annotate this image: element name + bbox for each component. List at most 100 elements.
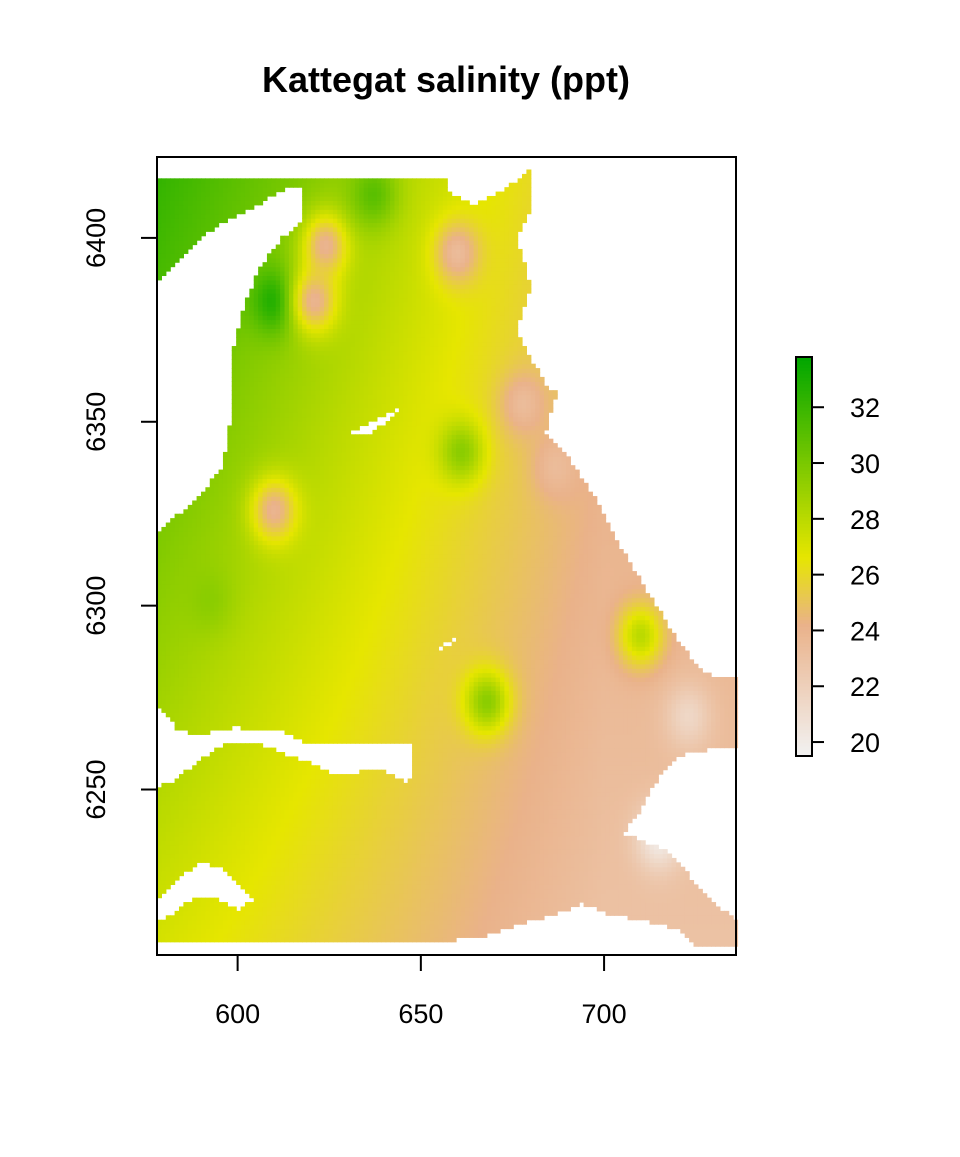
raster-cell	[702, 928, 708, 934]
raster-cell	[297, 765, 303, 771]
raster-cell	[543, 796, 549, 802]
raster-cell	[592, 884, 598, 890]
raster-cell	[552, 902, 558, 908]
raster-cell	[539, 774, 545, 780]
raster-cell	[596, 778, 602, 784]
raster-cell	[359, 893, 365, 899]
raster-cell	[310, 906, 316, 912]
raster-cell	[565, 760, 571, 766]
raster-cell	[636, 871, 642, 877]
raster-cell	[183, 906, 189, 912]
raster-cell	[491, 849, 497, 855]
raster-cell	[372, 919, 378, 925]
raster-cell	[394, 915, 400, 921]
raster-cell	[517, 778, 523, 784]
raster-cell	[372, 888, 378, 894]
raster-cell	[196, 853, 202, 859]
raster-cell	[407, 915, 413, 921]
raster-cell	[249, 910, 255, 916]
raster-cell	[258, 928, 264, 934]
raster-cell	[460, 893, 466, 899]
raster-cell	[631, 897, 637, 903]
raster-cell	[381, 787, 387, 793]
raster-cell	[266, 791, 272, 797]
raster-cell	[460, 871, 466, 877]
raster-cell	[319, 791, 325, 797]
raster-cell	[631, 884, 637, 890]
raster-cell	[469, 888, 475, 894]
raster-cell	[244, 831, 250, 837]
raster-cell	[398, 884, 404, 890]
raster-cell	[456, 743, 462, 749]
raster-cell	[258, 769, 264, 775]
raster-cell	[649, 743, 655, 749]
raster-cell	[183, 932, 189, 938]
raster-cell	[702, 941, 708, 947]
raster-cell	[548, 875, 554, 881]
raster-cell	[675, 884, 681, 890]
raster-cell	[337, 919, 343, 925]
raster-cell	[337, 800, 343, 806]
raster-cell	[517, 734, 523, 740]
raster-cell	[288, 932, 294, 938]
raster-cell	[227, 769, 233, 775]
raster-cell	[508, 729, 514, 735]
raster-cell	[350, 831, 356, 837]
raster-cell	[363, 782, 369, 788]
raster-cell	[350, 813, 356, 819]
raster-cell	[319, 893, 325, 899]
raster-cell	[249, 769, 255, 775]
raster-cell	[187, 928, 193, 934]
raster-cell	[609, 774, 615, 780]
raster-cell	[587, 804, 593, 810]
raster-cell	[667, 875, 673, 881]
raster-cell	[565, 893, 571, 899]
raster-cell	[605, 844, 611, 850]
raster-cell	[500, 879, 505, 885]
raster-cell	[539, 738, 545, 744]
raster-cell	[337, 862, 343, 868]
raster-cell	[253, 791, 259, 797]
raster-cell	[438, 897, 444, 903]
raster-cell	[631, 734, 637, 740]
raster-cell	[302, 919, 308, 925]
raster-cell	[521, 871, 527, 877]
raster-cell	[552, 747, 558, 753]
raster-cell	[614, 862, 620, 868]
raster-cell	[513, 729, 519, 735]
raster-cell	[363, 919, 369, 925]
raster-cell	[315, 818, 321, 824]
raster-cell	[636, 915, 642, 921]
raster-cell	[596, 888, 602, 894]
raster-cell	[601, 862, 607, 868]
raster-cell	[236, 769, 242, 775]
raster-cell	[627, 818, 633, 824]
raster-cell	[372, 844, 378, 850]
raster-cell	[429, 871, 435, 877]
raster-cell	[275, 813, 281, 819]
raster-cell	[244, 822, 250, 828]
raster-cell	[222, 919, 228, 925]
raster-cell	[302, 791, 308, 797]
raster-cell	[271, 765, 277, 771]
raster-cell	[495, 822, 501, 828]
raster-cell	[293, 893, 299, 899]
raster-cell	[662, 888, 668, 894]
raster-cell	[623, 734, 629, 740]
raster-cell	[530, 888, 536, 894]
raster-cell	[543, 875, 549, 881]
raster-cell	[306, 760, 312, 766]
raster-cell	[715, 906, 721, 912]
raster-cell	[557, 822, 563, 828]
raster-cell	[473, 840, 479, 846]
raster-cell	[658, 849, 664, 855]
raster-cell	[412, 774, 418, 780]
raster-cell	[579, 743, 585, 749]
raster-cell	[416, 769, 422, 775]
raster-cell	[451, 804, 457, 810]
raster-cell	[394, 782, 400, 788]
raster-cell	[178, 831, 184, 837]
raster-cell	[521, 822, 527, 828]
raster-cell	[521, 818, 527, 824]
raster-cell	[244, 932, 250, 938]
